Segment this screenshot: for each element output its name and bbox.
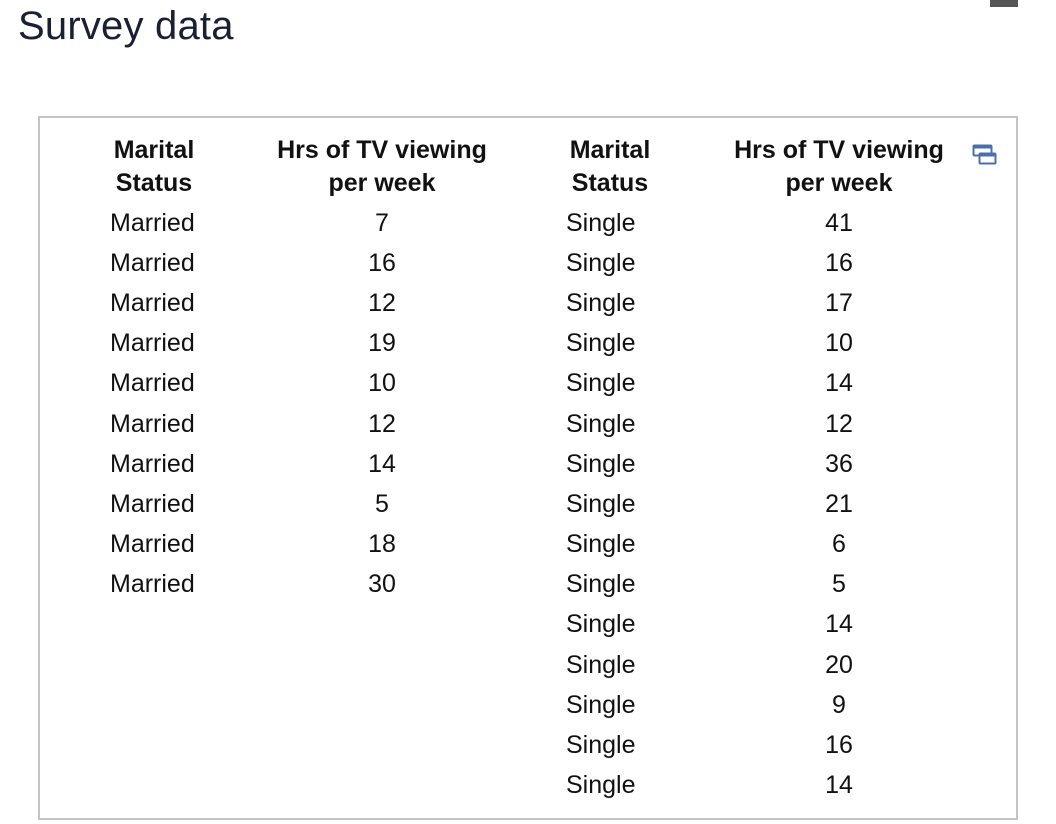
table-row: Married 5 Single 21	[40, 484, 954, 524]
single-hours-cell: 9	[832, 690, 846, 719]
married-status-cell	[40, 645, 268, 685]
single-hours-cell: 20	[825, 650, 853, 679]
table-row: Married 30 Single 5	[40, 565, 954, 605]
married-hours-cell	[268, 766, 496, 806]
single-hours-cell: 41	[825, 208, 853, 237]
table-row: Married 18 Single 6	[40, 525, 954, 565]
married-status-cell: Married	[110, 530, 195, 559]
table-row: Married 14 Single 36	[40, 444, 954, 484]
table-row: Married 16 Single 16	[40, 243, 954, 283]
single-hours-cell: 14	[825, 610, 853, 639]
married-status-cell: Married	[110, 369, 195, 398]
single-hours-cell: 21	[825, 489, 853, 518]
single-hours-cell: 14	[825, 771, 853, 800]
single-status-cell: Single	[566, 650, 636, 679]
table-row: Single 14	[40, 766, 954, 806]
table-row: Married 12 Single 17	[40, 283, 954, 323]
table-header-row: Marital Status Hrs of TV viewing per wee…	[40, 134, 954, 203]
single-hours-cell: 14	[825, 369, 853, 398]
table-row: Married 19 Single 10	[40, 324, 954, 364]
married-status-cell: Married	[110, 329, 195, 358]
single-status-cell: Single	[566, 771, 636, 800]
single-hours-cell: 6	[832, 530, 846, 559]
single-hours-cell: 10	[825, 329, 853, 358]
married-hours-cell: 12	[368, 288, 396, 317]
married-hours-cell: 30	[368, 570, 396, 599]
table-row: Married 10 Single 14	[40, 364, 954, 404]
single-hours-cell: 36	[825, 449, 853, 478]
single-status-cell: Single	[566, 489, 636, 518]
married-hours-cell: 5	[375, 489, 389, 518]
married-hours-cell: 14	[368, 449, 396, 478]
married-status-cell	[40, 605, 268, 645]
single-status-cell: Single	[566, 369, 636, 398]
single-status-cell: Single	[566, 248, 636, 277]
table-row: Married 12 Single 12	[40, 404, 954, 444]
married-status-cell: Married	[110, 570, 195, 599]
single-status-cell: Single	[566, 690, 636, 719]
scrollbar-thumb[interactable]	[990, 0, 1018, 7]
married-hours-cell: 18	[368, 530, 396, 559]
single-status-cell: Single	[566, 449, 636, 478]
single-status-cell: Single	[566, 208, 636, 237]
single-status-cell: Single	[566, 610, 636, 639]
single-hours-cell: 5	[832, 570, 846, 599]
married-status-cell: Married	[110, 409, 195, 438]
page-title: Survey data	[18, 4, 234, 48]
married-status-cell: Married	[110, 248, 195, 277]
header-marital-status-married: Marital Status	[113, 136, 195, 197]
single-hours-cell: 16	[825, 248, 853, 277]
married-hours-cell	[268, 605, 496, 645]
survey-data-table: Marital Status Hrs of TV viewing per wee…	[40, 134, 954, 806]
single-status-cell: Single	[566, 288, 636, 317]
married-status-cell	[40, 685, 268, 725]
table-row: Married 7 Single 41	[40, 203, 954, 243]
single-status-cell: Single	[566, 329, 636, 358]
header-hours-married: Hrs of TV viewing per week	[277, 136, 487, 197]
header-hours-single: Hrs of TV viewing per week	[734, 136, 944, 197]
married-status-cell: Married	[110, 489, 195, 518]
married-status-cell: Married	[110, 208, 195, 237]
single-status-cell: Single	[566, 409, 636, 438]
married-status-cell: Married	[110, 449, 195, 478]
married-status-cell: Married	[110, 288, 195, 317]
table-row: Single 9	[40, 685, 954, 725]
table-row: Single 14	[40, 605, 954, 645]
married-hours-cell: 10	[368, 369, 396, 398]
header-marital-status-single: Marital Status	[569, 136, 651, 197]
survey-data-panel: Marital Status Hrs of TV viewing per wee…	[38, 116, 1018, 820]
copy-icon[interactable]	[972, 142, 998, 166]
single-status-cell: Single	[566, 731, 636, 760]
single-hours-cell: 17	[825, 288, 853, 317]
married-hours-cell: 7	[375, 208, 389, 237]
married-status-cell	[40, 766, 268, 806]
married-hours-cell	[268, 645, 496, 685]
married-hours-cell: 12	[368, 409, 396, 438]
single-status-cell: Single	[566, 530, 636, 559]
single-status-cell: Single	[566, 570, 636, 599]
married-hours-cell: 19	[368, 329, 396, 358]
table-row: Single 16	[40, 725, 954, 765]
married-hours-cell	[268, 685, 496, 725]
married-status-cell	[40, 725, 268, 765]
married-hours-cell: 16	[368, 248, 396, 277]
single-hours-cell: 16	[825, 731, 853, 760]
single-hours-cell: 12	[825, 409, 853, 438]
table-row: Single 20	[40, 645, 954, 685]
married-hours-cell	[268, 725, 496, 765]
